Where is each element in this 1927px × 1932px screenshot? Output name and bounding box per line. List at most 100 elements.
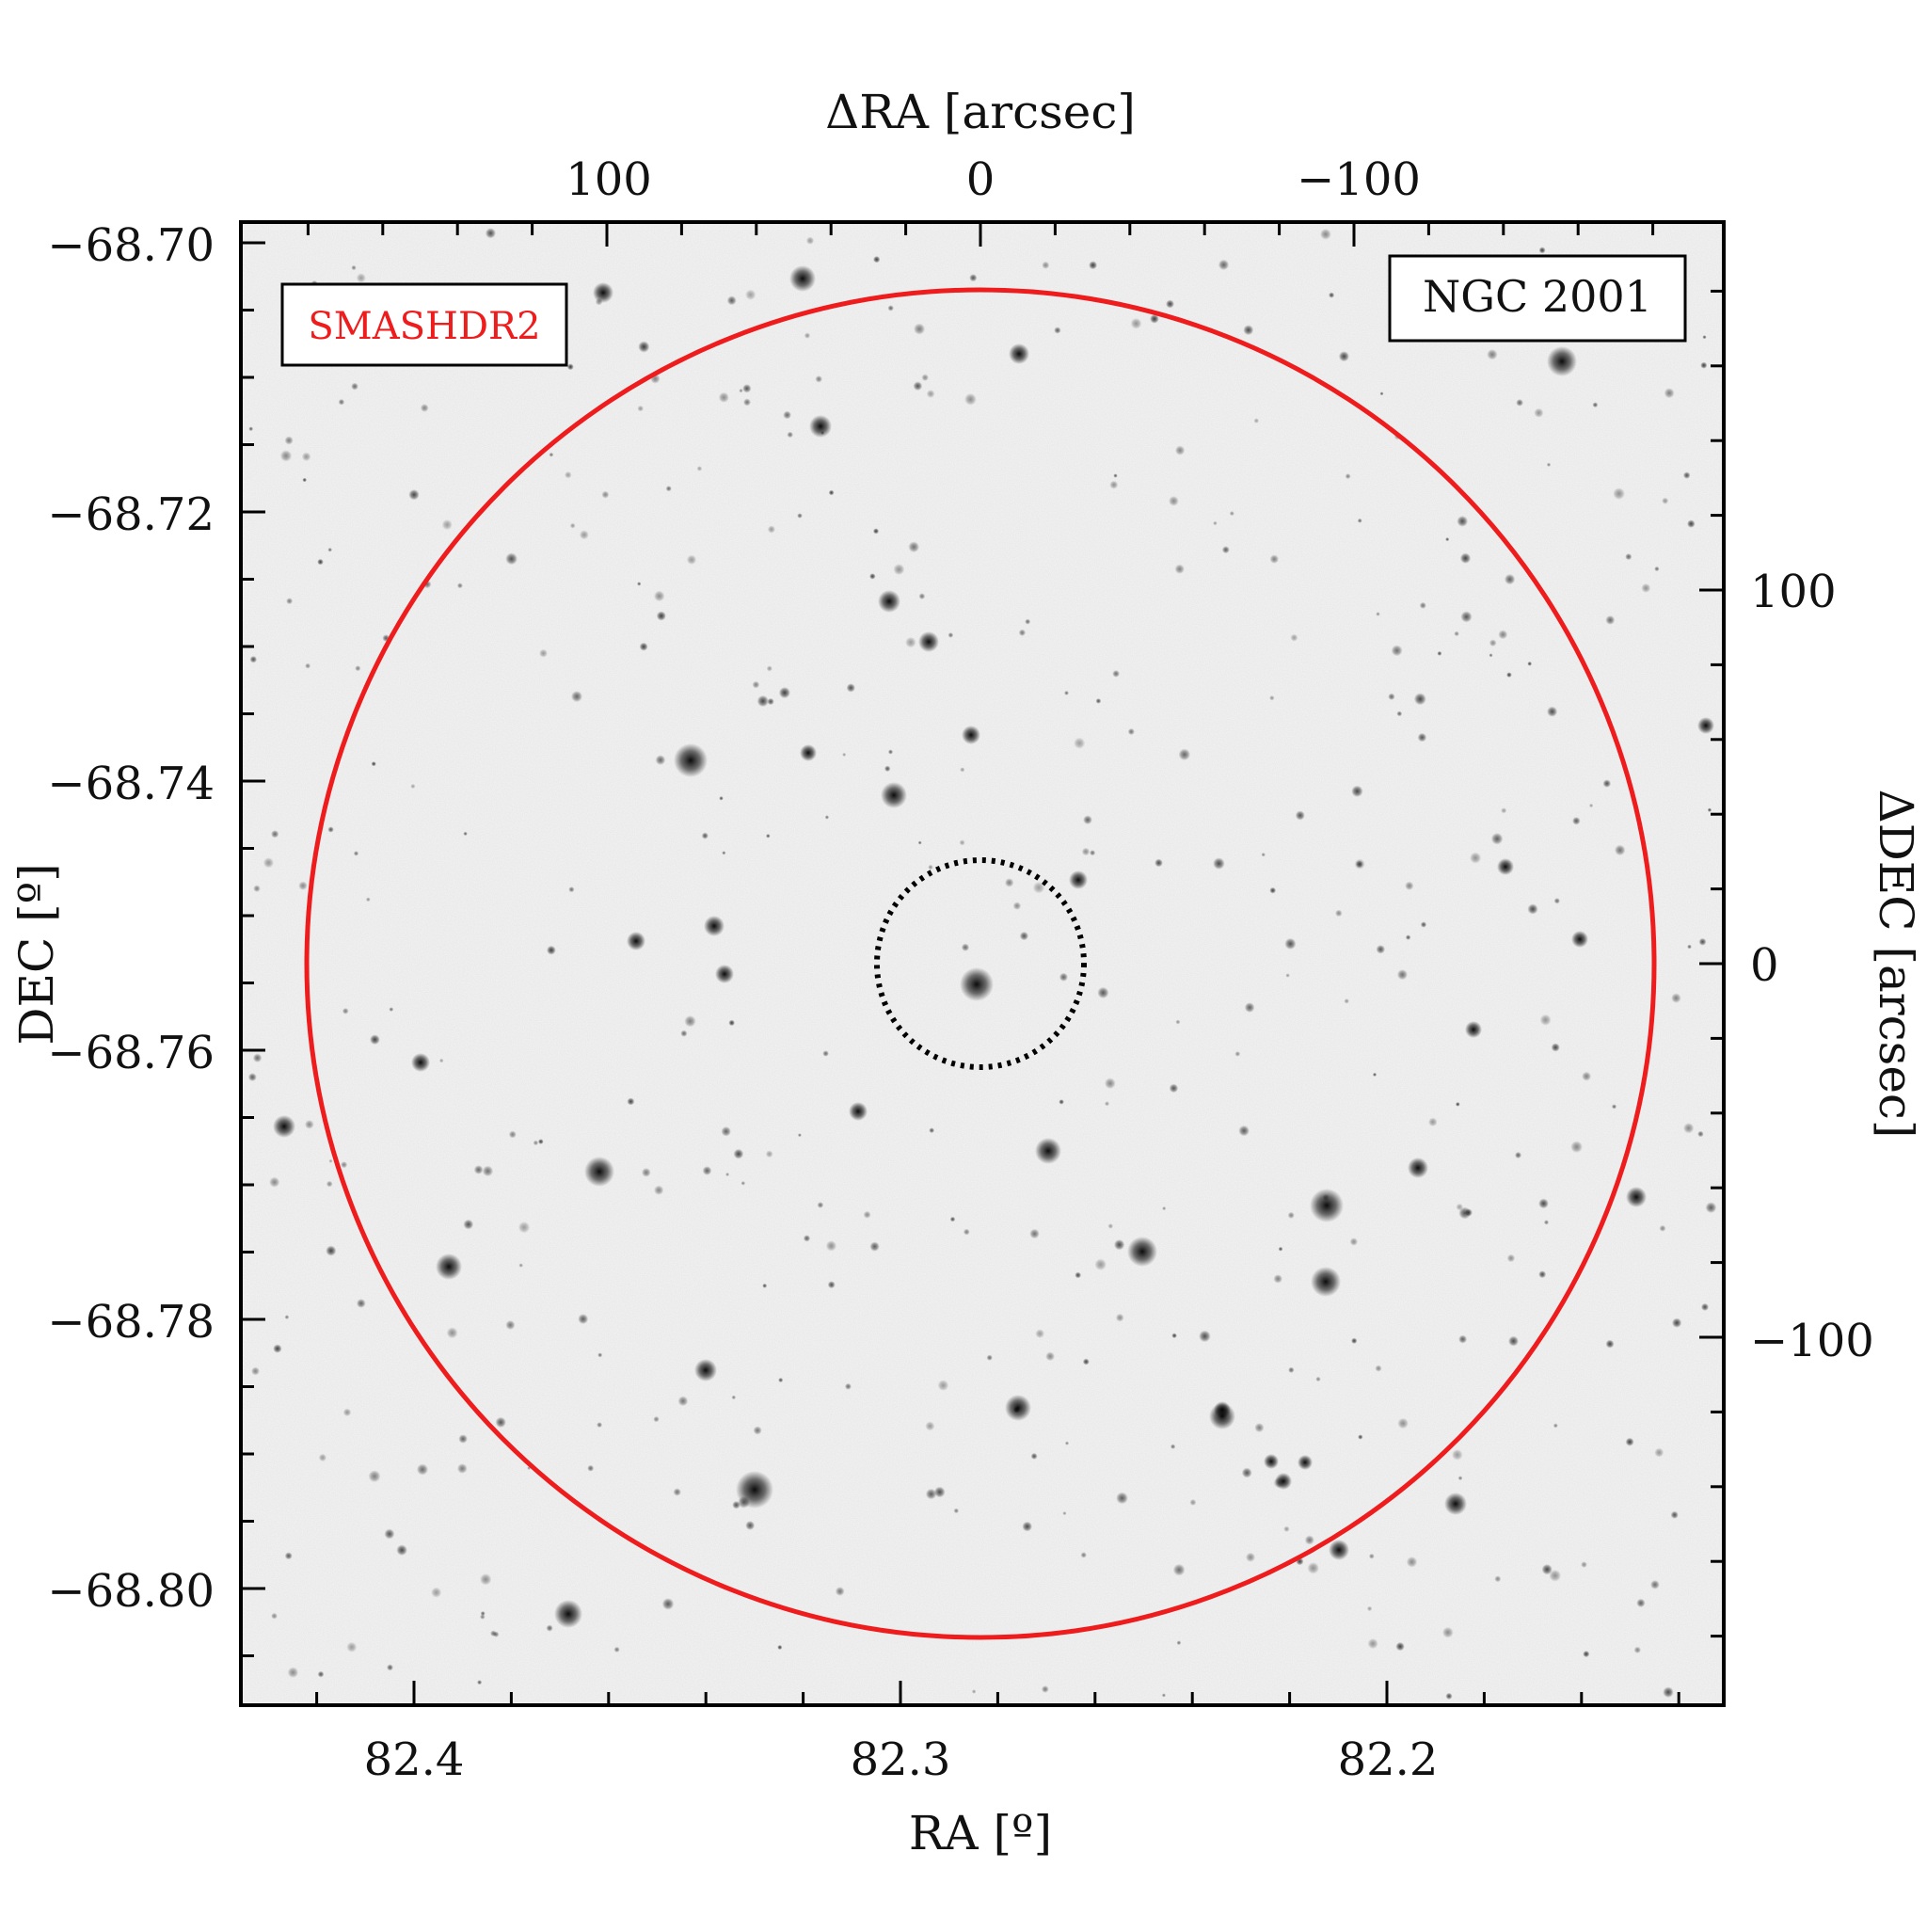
faint-star — [326, 1180, 333, 1188]
faint-star — [765, 1150, 773, 1158]
faint-star — [1457, 1476, 1463, 1481]
bright-star — [554, 1600, 582, 1628]
faint-star — [928, 864, 933, 870]
faint-star — [783, 410, 791, 420]
faint-star — [1441, 1626, 1454, 1638]
faint-star — [247, 1073, 257, 1082]
faint-star — [1042, 261, 1050, 269]
faint-star — [1405, 881, 1414, 890]
faint-star — [1458, 1206, 1472, 1220]
faint-star — [835, 1587, 845, 1596]
faint-star — [641, 1168, 651, 1177]
faint-star — [1283, 1525, 1290, 1533]
faint-star — [579, 530, 589, 540]
faint-star — [1244, 1002, 1255, 1013]
faint-star — [1506, 672, 1512, 678]
faint-star — [271, 1612, 278, 1620]
faint-star — [1683, 1123, 1695, 1134]
faint-star — [917, 840, 922, 845]
faint-star — [1344, 998, 1349, 1004]
faint-star — [365, 897, 371, 902]
bright-star — [1127, 1237, 1157, 1267]
faint-star — [1376, 945, 1386, 954]
faint-star — [696, 466, 703, 471]
faint-star — [1254, 1423, 1265, 1433]
faint-star — [279, 450, 293, 462]
faint-star — [961, 943, 970, 951]
faint-star — [637, 405, 644, 412]
faint-star — [533, 1140, 539, 1146]
faint-star — [1366, 1605, 1373, 1612]
faint-star — [328, 1158, 333, 1163]
faint-star — [887, 305, 894, 311]
faint-star — [249, 655, 258, 663]
faint-star — [431, 1587, 442, 1598]
faint-star — [1582, 1071, 1592, 1081]
faint-star — [539, 648, 548, 658]
faint-star — [284, 1315, 290, 1319]
faint-star — [1045, 1351, 1055, 1362]
bottom-tick-label-82-4: 82.4 — [364, 1733, 465, 1786]
faint-star — [1095, 698, 1102, 704]
faint-star — [271, 830, 279, 838]
faint-star — [1097, 986, 1109, 998]
faint-star — [1175, 1019, 1181, 1025]
bright-star — [1214, 1401, 1231, 1418]
faint-star — [1213, 520, 1218, 526]
faint-star — [971, 1689, 977, 1694]
faint-star — [1284, 937, 1297, 950]
faint-star — [1320, 229, 1331, 240]
faint-star — [410, 783, 416, 790]
bright-star — [1311, 1267, 1341, 1297]
faint-star — [286, 598, 294, 605]
left-tick-label-68-70: −68.70 — [47, 219, 215, 272]
faint-star — [1707, 807, 1712, 812]
faint-star — [301, 452, 311, 462]
faint-star — [777, 1644, 783, 1651]
faint-star — [913, 381, 923, 391]
bright-star — [1465, 1021, 1482, 1038]
faint-star — [1670, 1510, 1679, 1519]
faint-star — [1269, 554, 1280, 564]
faint-star — [1032, 881, 1045, 894]
sky-noise — [241, 222, 1724, 1705]
faint-star — [389, 1007, 394, 1012]
faint-star — [745, 1521, 756, 1530]
faint-star — [326, 1245, 337, 1256]
bright-star — [962, 726, 980, 744]
faint-star — [1349, 1237, 1359, 1246]
faint-star — [767, 525, 776, 534]
faint-star — [1094, 1258, 1107, 1270]
left-tick-label-68-76: −68.76 — [47, 1027, 215, 1079]
faint-star — [1064, 1441, 1070, 1445]
faint-star — [1605, 1339, 1615, 1349]
faint-star — [1295, 810, 1305, 821]
faint-star — [1553, 898, 1561, 904]
faint-star — [921, 374, 929, 382]
faint-star — [1457, 516, 1469, 527]
faint-star — [1470, 852, 1482, 864]
faint-star — [762, 1283, 768, 1288]
faint-star — [1315, 1376, 1321, 1382]
faint-star — [1238, 1125, 1250, 1137]
faint-star — [1543, 1220, 1550, 1225]
bright-star — [1626, 1187, 1647, 1207]
faint-star — [822, 1050, 829, 1057]
faint-star — [1171, 1333, 1177, 1339]
bottom-tick-label-82-2: 82.2 — [1338, 1733, 1439, 1786]
bright-star — [789, 265, 816, 292]
faint-star — [1613, 487, 1625, 500]
faint-star — [745, 289, 756, 300]
bright-star — [436, 1253, 462, 1280]
faint-star — [1700, 1302, 1710, 1311]
faint-star — [1269, 886, 1277, 894]
faint-star — [733, 1148, 744, 1159]
star-field — [247, 228, 1717, 1700]
faint-star — [1112, 670, 1120, 678]
faint-star — [1375, 1365, 1382, 1372]
faint-star — [571, 691, 582, 703]
faint-star — [1367, 1638, 1378, 1650]
faint-star — [1625, 1437, 1634, 1446]
faint-star — [416, 1463, 429, 1476]
bright-star — [1547, 346, 1577, 376]
